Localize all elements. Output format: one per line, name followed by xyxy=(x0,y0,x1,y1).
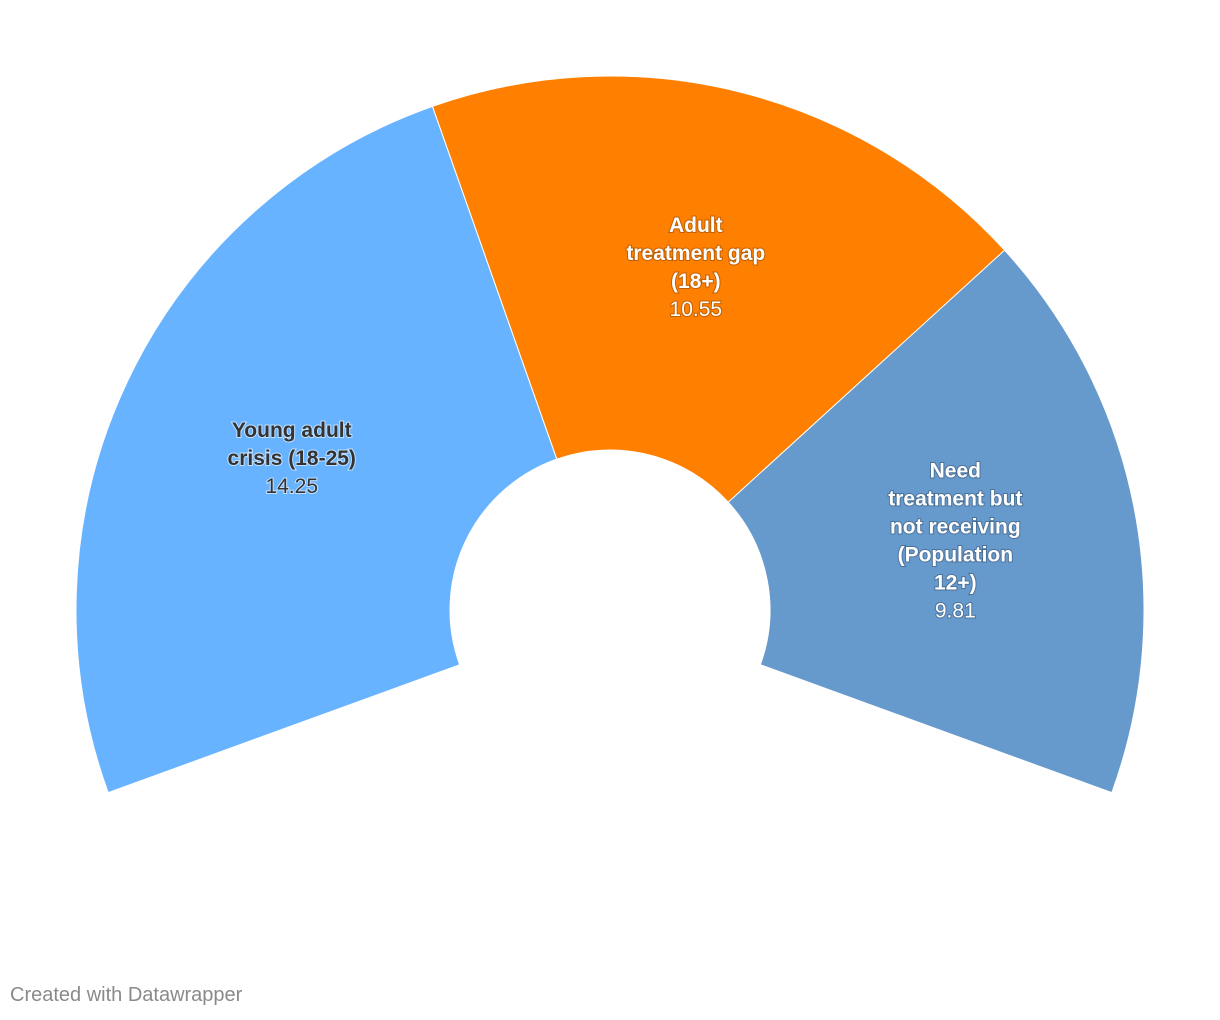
slice-name-line: (18+) xyxy=(671,270,721,293)
slice-value-label: 14.25 xyxy=(265,475,318,498)
slice-name-line: not receiving xyxy=(890,515,1021,538)
slice-name-line: Need xyxy=(930,459,981,482)
slice-label-3: Need treatment but not receiving (Populatio… xyxy=(888,459,1022,622)
chart-labels: Young adult crisis (18-25) 14.25 Adult treat… xyxy=(227,213,1024,623)
slice-name-line: crisis (18-25) xyxy=(228,447,356,470)
footer-credit[interactable]: Created with Datawrapper xyxy=(10,984,243,1006)
slice-2[interactable] xyxy=(431,75,1006,503)
slice-name-line: treatment gap xyxy=(626,242,765,265)
slice-label-1: Young adult crisis (18-25) 14.25 xyxy=(228,419,356,498)
chart-slices xyxy=(75,75,1145,794)
slice-value-label: 9.81 xyxy=(935,599,976,622)
slice-name-line: Young adult xyxy=(232,419,352,442)
slice-name-line: (Population xyxy=(898,543,1013,566)
slice-name-line: Adult xyxy=(669,214,723,237)
slice-value-label: 10.55 xyxy=(670,298,723,321)
slice-name-line: 12+) xyxy=(934,571,977,594)
slice-3[interactable] xyxy=(727,249,1145,794)
slice-1[interactable] xyxy=(75,105,558,794)
slice-label-2: Adult treatment gap (18+) 10.55 xyxy=(626,214,765,321)
slice-name-line: treatment but xyxy=(888,487,1022,510)
